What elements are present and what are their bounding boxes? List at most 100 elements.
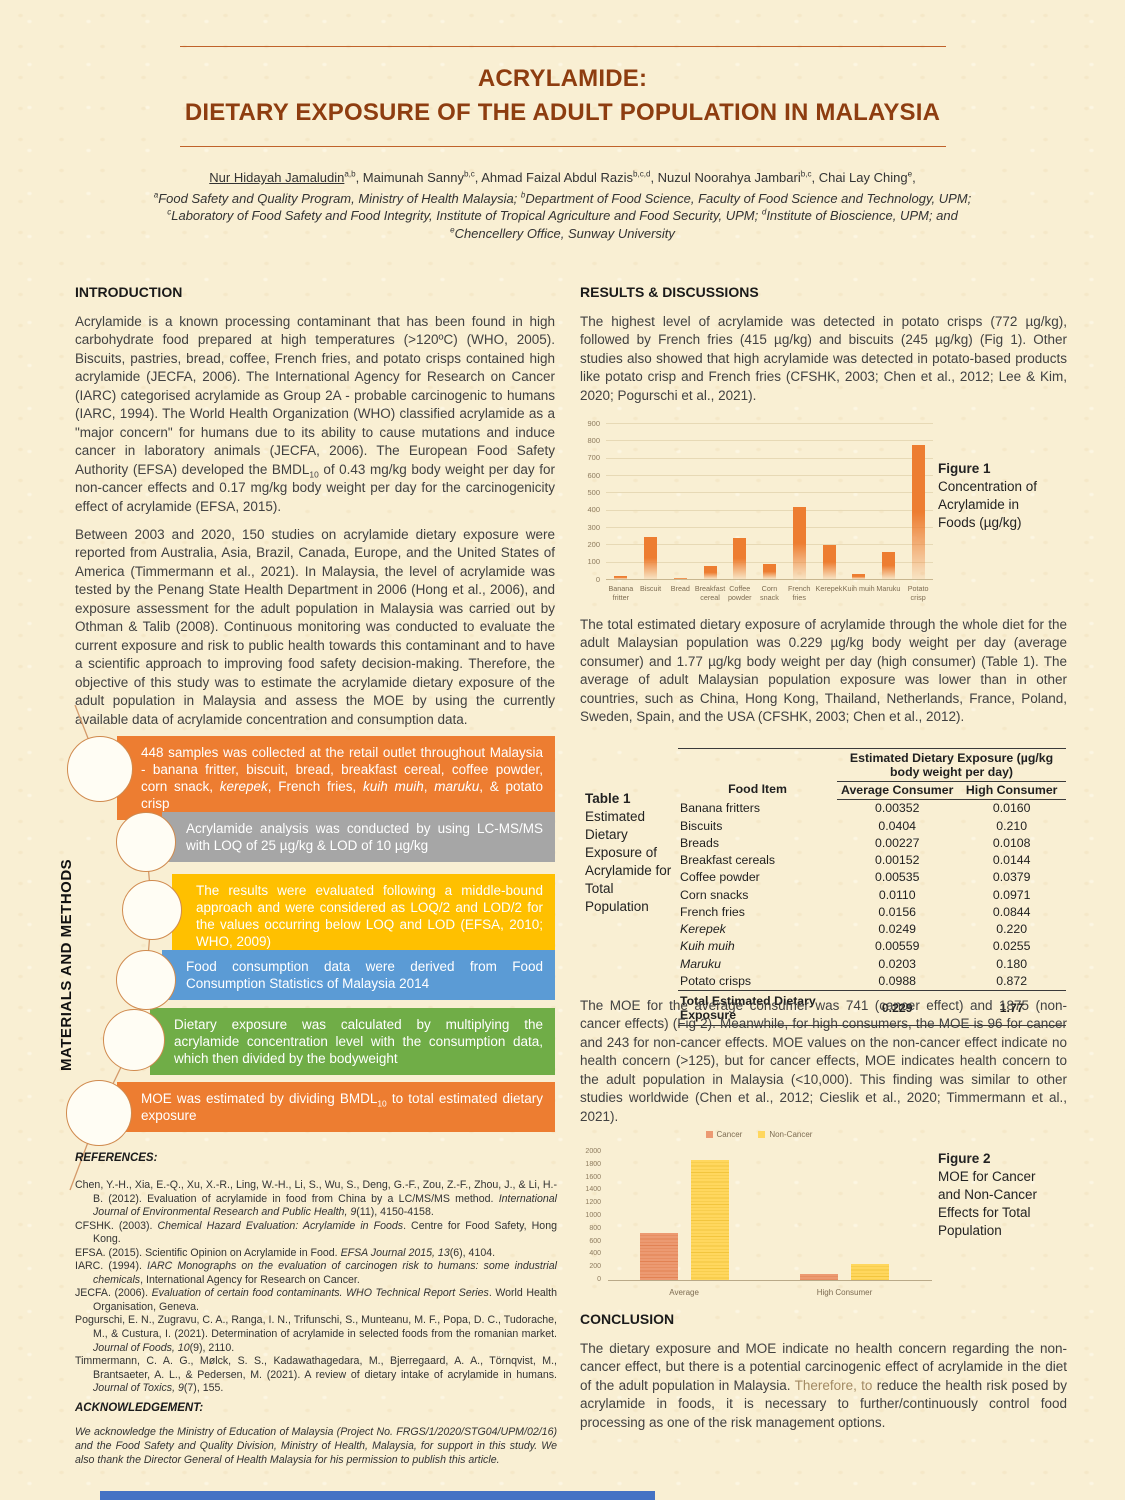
bar-non-cancer-average — [690, 1160, 729, 1280]
results-paragraph-3: The MOE for the average consumer was 741… — [580, 998, 1067, 1124]
table-cell-average: 0.0156 — [878, 904, 917, 919]
y-tick-label: 1800 — [585, 1160, 601, 1168]
table-cell-food: Biscuits — [680, 818, 723, 833]
x-tick-label: French fries — [788, 584, 811, 602]
gridline — [606, 492, 933, 494]
table1-caption-text: Estimated Dietary Exposure of Acrylamide… — [585, 808, 672, 914]
x-tick-label: Bread — [670, 584, 690, 593]
table1-total-high: 1.77 — [957, 989, 1066, 1026]
bar-coffee-powder — [733, 538, 747, 579]
reference-item: EFSA. (2015). Scientific Opinion on Acry… — [75, 1246, 496, 1259]
table-cell-high: 0.0971 — [992, 887, 1031, 902]
y-tick-label: 1200 — [585, 1199, 601, 1207]
methods-box-exposure-calc: Dietary exposure was calculated by multi… — [150, 1008, 555, 1075]
table-row: Breads 0.00227 0.0108 — [678, 834, 1066, 851]
figure1-caption-title: Figure 1 — [938, 461, 991, 476]
bar-bread — [673, 578, 687, 579]
x-tick-label: Kuih muih — [842, 584, 875, 593]
methods-box-analysis: Acrylamide analysis was conducted by usi… — [162, 812, 555, 862]
gridline — [606, 475, 933, 476]
y-tick-label: 1600 — [585, 1173, 601, 1181]
figure1-caption-text: Concentration of Acrylamide in Foods (µg… — [938, 478, 1038, 530]
bar-breakfast-cereal — [703, 566, 717, 579]
reference-item: CFSHK. (2003). Chemical Hazard Evaluatio… — [75, 1219, 557, 1246]
reference-item: Pogurschi, E. N., Zugravu, C. A., Ranga,… — [75, 1314, 557, 1354]
bar-potato-crisp — [911, 445, 925, 579]
table-cell-food: Breads — [680, 835, 719, 850]
figure2-caption-text: MOE for Cancer and Non-Cancer Effects fo… — [938, 1168, 1038, 1238]
table-cell-average: 0.00152 — [874, 853, 920, 867]
legend-swatch — [705, 1131, 713, 1138]
table-cell-high: 0.0844 — [992, 904, 1031, 919]
x-tick-label: Kerepek — [815, 584, 843, 593]
figure2-bar-chart: Cancer Non-Cancer 0 200 400 600 800 1000 1200 140… — [578, 1130, 940, 1306]
table-cell-average: 0.00559 — [874, 939, 920, 954]
table1-col-group: Estimated Dietary Exposure (µg/kg body w… — [837, 748, 1066, 782]
table-cell-food: Breakfast cereals — [680, 853, 776, 867]
introduction-paragraph-2: Between 2003 and 2020, 150 studies on ac… — [75, 527, 555, 727]
table-cell-average: 0.0988 — [878, 973, 917, 988]
author-list: Nur Hidayah Jamaludina,b, Maimunah Sanny… — [209, 169, 916, 185]
header-divider-bottom — [180, 146, 946, 147]
methods-step-circle — [122, 880, 182, 940]
results-heading: RESULTS & DISCUSSIONS — [580, 284, 759, 300]
table-row: Breakfast cereals 0.00152 0.0144 — [678, 852, 1066, 869]
y-tick-label: 2000 — [585, 1148, 601, 1155]
legend: Cancer Non-Cancer — [578, 1130, 940, 1139]
bar-biscuit — [644, 536, 658, 579]
x-tick-label: Breakfast cereal — [694, 584, 726, 602]
x-tick-label: Maruku — [876, 584, 901, 593]
figure1-caption: Figure 1 Concentration of Acrylamide in … — [938, 460, 1040, 532]
legend-label: Non-Cancer — [769, 1130, 813, 1139]
table-row: Kuih muih 0.00559 0.0255 — [678, 938, 1066, 955]
y-tick-label: 700 — [587, 453, 600, 463]
y-tick-label: 1000 — [585, 1212, 601, 1219]
references-list: Chen, Y.-H., Xia, E.-Q., Xu, X.-R., Ling… — [75, 1179, 557, 1396]
gridline — [606, 509, 933, 511]
methods-box-evaluation: The results were evaluated following a m… — [172, 874, 555, 958]
header-divider-top — [180, 46, 946, 47]
poster-title: ACRYLAMIDE: DIETARY EXPOSURE OF THE ADUL… — [0, 62, 1125, 129]
table-cell-average: 0.0203 — [878, 956, 917, 971]
acknowledgement-heading: ACKNOWLEDGEMENT: — [75, 1402, 204, 1414]
methods-step-circle — [66, 1080, 132, 1146]
table-cell-food: Banana fritters — [680, 801, 760, 815]
introduction-heading: INTRODUCTION — [75, 284, 183, 300]
bar-cancer-high-consumer — [800, 1273, 838, 1280]
x-tick-label: Biscuit — [639, 584, 662, 593]
y-tick-label: 600 — [587, 470, 600, 480]
table1-col-high: High Consumer — [957, 781, 1066, 800]
table-row: Corn snacks 0.0110 0.0971 — [678, 886, 1066, 903]
table-cell-average: 0.00227 — [874, 835, 920, 850]
bar-non-cancer-high-consumer — [851, 1264, 889, 1280]
results-paragraph-2: The total estimated dietary exposure of … — [580, 617, 1067, 725]
table-cell-high: 0.180 — [996, 956, 1028, 971]
table-row: French fries 0.0156 0.0844 — [678, 903, 1066, 920]
legend-item: Cancer — [705, 1130, 742, 1139]
table-cell-food: Coffee powder — [680, 870, 760, 885]
table-row: Kerepek 0.0249 0.220 — [678, 921, 1066, 938]
gridline — [606, 457, 933, 459]
conclusion-heading: CONCLUSION — [580, 1311, 675, 1327]
table-cell-high: 0.0108 — [992, 835, 1031, 850]
gridline — [606, 423, 933, 424]
gridline — [606, 440, 933, 442]
y-tick-label: 100 — [587, 557, 600, 567]
table-cell-food: Kerepek — [680, 922, 726, 936]
x-axis-line — [608, 1280, 932, 1281]
y-tick-label: 300 — [587, 522, 600, 532]
x-tick-label: High Consumer — [816, 1288, 873, 1297]
table-cell-food: Maruku — [680, 956, 722, 971]
table-cell-high: 0.220 — [996, 922, 1028, 936]
gridline — [606, 544, 933, 546]
figure1-bar-chart: 0 100 200 300 400 500 600 700 800 900 Banana fritt… — [580, 417, 938, 613]
table1-total-row: Total Estimated Dietary Exposure 0.229 1… — [678, 989, 1066, 1026]
x-tick-label: Average — [669, 1288, 699, 1297]
table1-total-average: 0.229 — [837, 989, 958, 1026]
table-cell-food: French fries — [680, 904, 745, 919]
table1-col-food: Food Item — [678, 748, 838, 800]
y-tick-label: 0 — [595, 574, 600, 584]
table-row: Biscuits 0.0404 0.210 — [678, 817, 1066, 834]
references-heading: REFERENCES: — [75, 1152, 158, 1164]
